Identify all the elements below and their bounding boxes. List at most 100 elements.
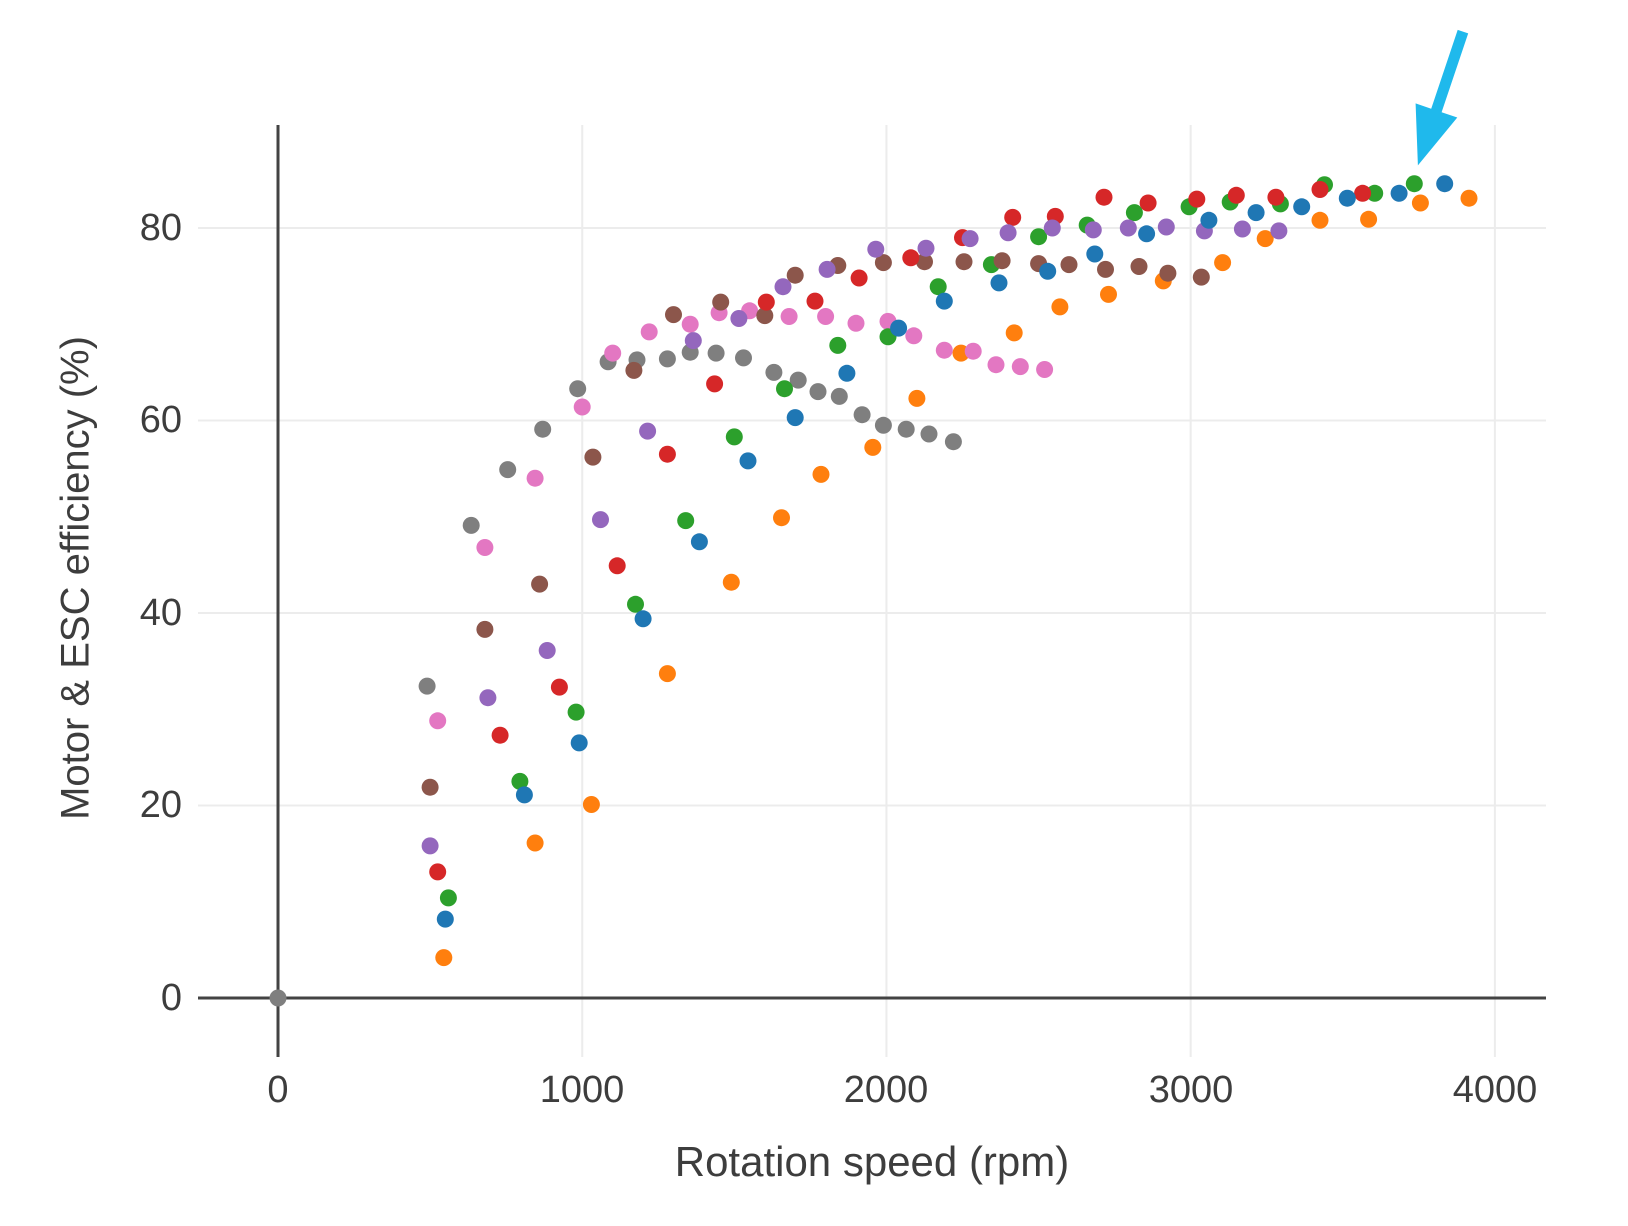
data-point-blue	[690, 533, 708, 551]
data-point-pink	[526, 469, 544, 487]
data-point-pink	[573, 398, 591, 416]
data-point-orange	[582, 796, 600, 813]
data-point-blue	[1338, 189, 1356, 207]
data-point-orange	[1460, 189, 1478, 207]
data-point-brown	[786, 266, 804, 284]
data-point-orange	[908, 389, 926, 407]
data-point-purple	[538, 642, 556, 659]
data-point-blue	[786, 409, 804, 427]
data-point-pink	[1011, 358, 1029, 376]
data-point-blue	[1138, 225, 1156, 243]
data-point-brown	[916, 253, 933, 271]
data-point-blue	[935, 292, 953, 310]
data-point-gray	[462, 516, 480, 534]
data-point-brown	[712, 293, 730, 311]
data-point-purple	[479, 689, 497, 707]
data-point-pink	[935, 341, 953, 359]
x-tick-label-2000: 2000	[843, 1069, 929, 1111]
data-point-brown	[1130, 258, 1148, 275]
data-point-pink	[780, 308, 798, 325]
data-point-green	[1030, 228, 1048, 246]
data-point-orange	[1051, 298, 1069, 316]
data-point-gray	[874, 416, 892, 434]
data-point-purple	[867, 240, 885, 258]
x-tick-label-0: 0	[267, 1069, 289, 1111]
data-point-gray	[853, 406, 871, 424]
data-point-red	[850, 269, 868, 287]
data-point-blue	[739, 452, 757, 470]
data-point-brown	[625, 361, 643, 379]
data-point-purple	[1270, 222, 1288, 240]
data-point-green	[1125, 204, 1143, 222]
data-point-green	[511, 772, 529, 790]
y-tick-label-40: 40	[139, 592, 182, 634]
data-point-orange	[773, 509, 790, 527]
data-point-blue	[1293, 198, 1311, 216]
data-point-orange	[1214, 254, 1232, 272]
data-point-red	[706, 375, 724, 393]
data-point-gray	[418, 677, 436, 695]
data-point-blue	[890, 319, 908, 337]
data-point-red	[608, 557, 626, 575]
data-point-pink	[604, 344, 622, 362]
data-point-blue	[436, 910, 454, 928]
data-point-brown	[665, 306, 682, 324]
data-point-brown	[584, 448, 602, 466]
data-point-purple	[1119, 219, 1137, 237]
data-point-purple	[961, 230, 979, 248]
data-point-blue	[570, 734, 588, 752]
data-point-red	[902, 249, 920, 267]
data-point-green	[829, 336, 847, 354]
data-point-blue	[990, 274, 1008, 292]
data-point-purple	[818, 260, 836, 278]
data-point-red	[550, 678, 568, 696]
data-point-brown	[1192, 268, 1210, 286]
data-point-green	[677, 512, 695, 530]
data-point-red	[1227, 186, 1245, 204]
data-point-pink	[847, 314, 865, 332]
data-point-blue	[1390, 184, 1408, 202]
data-point-green	[725, 428, 743, 446]
data-point-orange	[864, 438, 882, 456]
y-tick-label-20: 20	[139, 784, 182, 826]
data-point-blue	[1247, 204, 1265, 222]
data-point-purple	[1233, 220, 1251, 238]
data-point-brown	[421, 778, 439, 796]
data-point-gray	[534, 420, 552, 438]
data-point-gray	[735, 349, 752, 367]
data-point-green	[776, 380, 793, 398]
data-point-red	[1139, 194, 1157, 212]
data-point-purple	[1157, 218, 1175, 236]
data-point-gray	[707, 344, 725, 362]
data-point-purple	[639, 422, 657, 440]
data-point-gray	[830, 387, 848, 405]
data-point-blue	[515, 786, 533, 804]
data-point-blue	[1039, 262, 1057, 280]
data-point-orange	[658, 665, 676, 683]
data-point-brown	[531, 575, 549, 593]
data-point-blue	[838, 364, 856, 382]
data-point-pink	[1036, 361, 1054, 378]
data-point-orange	[1311, 211, 1329, 229]
data-point-brown	[874, 254, 892, 272]
data-point-red	[1004, 208, 1022, 226]
x-axis-title: Rotation speed (rpm)	[674, 1138, 1070, 1185]
y-tick-label-60: 60	[139, 399, 182, 441]
data-point-red	[1188, 190, 1206, 208]
data-point-brown	[1159, 264, 1177, 282]
data-point-gray	[269, 989, 287, 1007]
data-point-orange	[1100, 285, 1117, 303]
data-point-orange	[812, 465, 830, 483]
x-tick-label-1000: 1000	[539, 1069, 625, 1111]
data-point-red	[806, 292, 824, 310]
data-point-gray	[944, 433, 962, 451]
data-point-gray	[897, 420, 915, 438]
y-tick-label-80: 80	[139, 207, 182, 249]
data-point-red	[1311, 181, 1329, 198]
data-point-brown	[476, 620, 494, 638]
data-point-red	[658, 445, 676, 463]
data-point-pink	[681, 315, 699, 333]
x-tick-label-3000: 3000	[1148, 1069, 1234, 1111]
data-point-pink	[429, 712, 447, 730]
